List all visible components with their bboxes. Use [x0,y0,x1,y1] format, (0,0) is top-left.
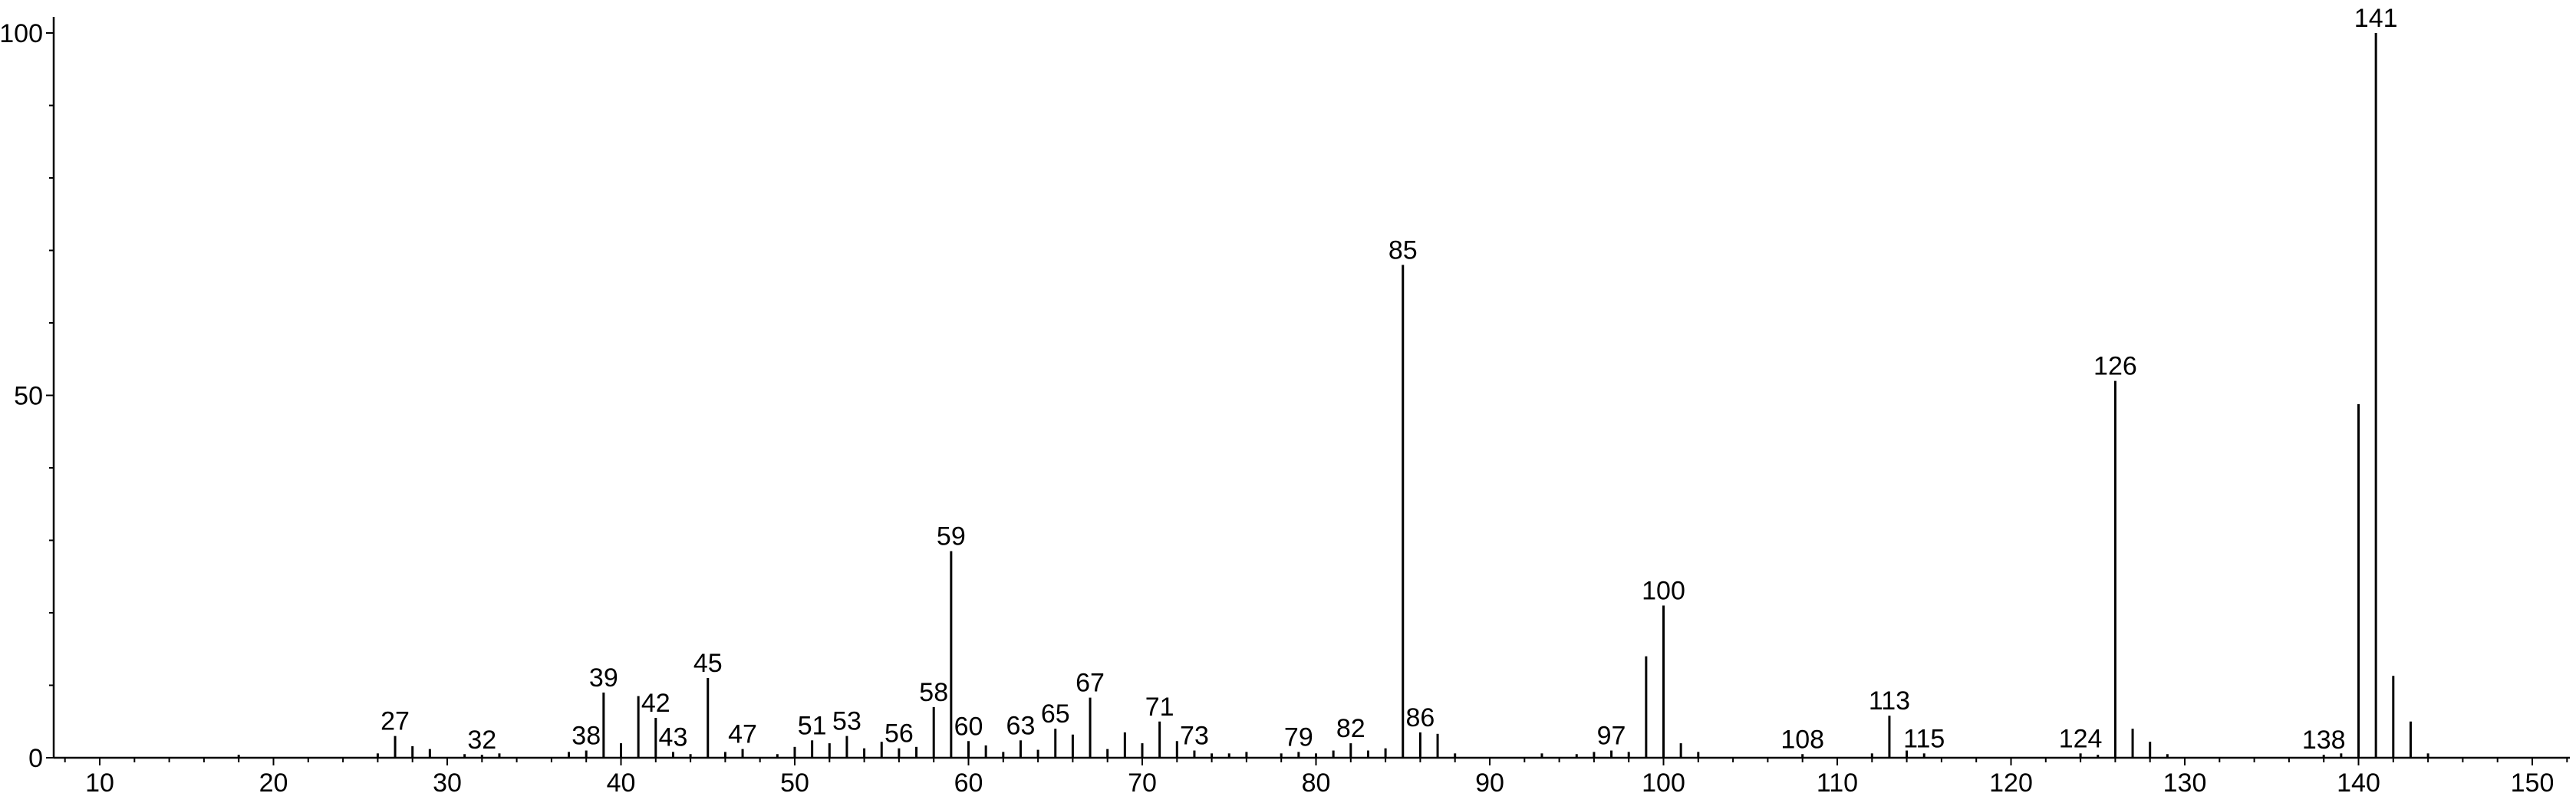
peak-label-58: 58 [919,678,948,707]
x-tick-label: 140 [2337,768,2380,798]
peak-label-32: 32 [467,726,496,755]
peak-label-113: 113 [1869,686,1910,716]
x-tick-label: 130 [2163,768,2207,798]
x-tick-label: 110 [1817,768,1858,798]
peak-label-86: 86 [1405,703,1435,732]
peak-label-79: 79 [1284,722,1313,752]
peak-label-60: 60 [954,712,983,741]
peak-label-43: 43 [659,722,688,752]
peak-label-53: 53 [832,707,861,736]
peak-label-63: 63 [1006,711,1036,740]
peak-label-56: 56 [884,719,914,749]
x-tick-label: 50 [780,768,809,798]
peak-label-38: 38 [572,722,601,751]
x-tick-label: 100 [1642,768,1685,798]
peak-label-47: 47 [728,720,757,749]
peak-label-73: 73 [1180,722,1209,751]
peak-label-97: 97 [1597,722,1626,751]
x-tick-label: 10 [85,768,114,798]
peak-label-82: 82 [1336,714,1365,743]
x-tick-label: 30 [433,768,462,798]
peak-label-67: 67 [1076,669,1105,698]
x-tick-label: 20 [259,768,288,798]
y-tick-label: 0 [28,744,43,773]
x-tick-label: 70 [1128,768,1157,798]
peak-label-39: 39 [589,663,618,693]
peak-label-138: 138 [2302,726,2346,755]
peak-label-71: 71 [1145,693,1174,722]
peak-label-100: 100 [1642,577,1685,606]
x-tick-label: 150 [2511,768,2555,798]
peak-label-124: 124 [2059,724,2103,753]
peak-label-59: 59 [937,522,966,551]
peak-label-51: 51 [798,711,827,740]
axes: 10 20 30 40 50 60 70 80 90 100 110 120 130 140 150 0 50 1… [0,17,2570,798]
x-tick-label: 40 [607,768,636,798]
y-tick-label: 100 [0,19,43,48]
peak-label-108: 108 [1780,725,1824,754]
peak-label-27: 27 [380,707,410,736]
peak-label-115: 115 [1903,724,1945,753]
peak-label-42: 42 [641,689,670,718]
peak-label-45: 45 [693,649,723,678]
peak-label-141: 141 [2354,4,2398,33]
peak-label-85: 85 [1388,235,1418,265]
peak-label-126: 126 [2093,352,2137,381]
x-tick-label: 60 [954,768,983,798]
peak-bars [237,33,2429,758]
x-tick-label: 90 [1475,768,1504,798]
x-tick-label: 120 [1989,768,2033,798]
y-tick-label: 50 [14,382,43,411]
x-tick-label: 80 [1302,768,1331,798]
peak-label-65: 65 [1041,699,1070,729]
